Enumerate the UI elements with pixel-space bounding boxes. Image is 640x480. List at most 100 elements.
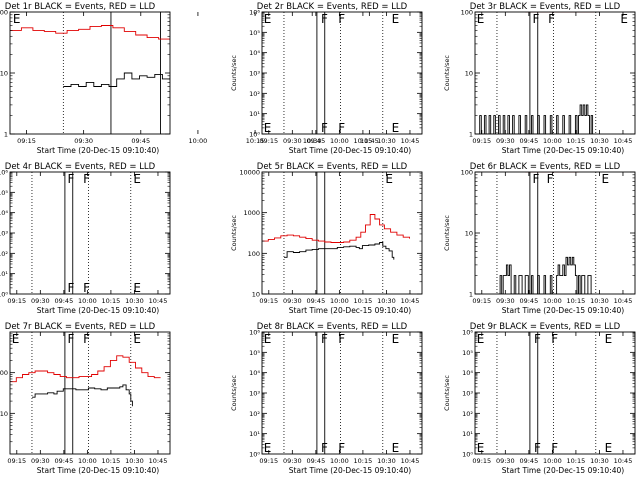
y-axis-label: Counts/sec — [443, 375, 451, 411]
marker-f-label: F — [532, 12, 539, 26]
y-tick-label: 10³ — [249, 70, 260, 78]
x-tick-label: 10:00 — [330, 297, 349, 305]
x-tick-label: 10:45 — [614, 297, 633, 305]
y-tick-label: 10⁴ — [462, 369, 473, 377]
panel-data-layer: F F EF F E — [31, 172, 141, 295]
panel-title: Det 8r BLACK = Events, RED = LLD — [257, 322, 408, 332]
chart-panel-6: Det 6r BLACK = Events, RED = LLD Counts/s… — [443, 162, 636, 315]
y-axis-label: Counts/sec — [230, 375, 238, 411]
y-tick-label: 10³ — [462, 390, 473, 398]
y-tick-label: 100 — [248, 250, 260, 258]
plot-frame — [474, 331, 636, 455]
marker-e-label: E — [13, 12, 21, 26]
x-tick-label: 10:15 — [354, 457, 373, 465]
y-tick-label: 1 — [469, 131, 473, 139]
x-tick-label: 10:15 — [567, 297, 586, 305]
y-tick-label: 100 — [0, 369, 8, 377]
x-tick-label: 10:00 — [543, 137, 562, 145]
y-tick-label: 10⁶ — [0, 169, 8, 177]
marker-f-label-bottom: F — [551, 441, 558, 455]
x-tick-label: 09:45 — [131, 137, 150, 145]
x-tick-label: 10:30 — [125, 297, 144, 305]
x-tick-label: 10:45 — [149, 297, 168, 305]
y-axis-label: Counts/sec — [443, 55, 451, 91]
marker-e-label: E — [392, 12, 400, 26]
chart-panel-9: Det 9r BLACK = Events, RED = LLD Counts/s… — [443, 322, 636, 475]
marker-f-label: F — [534, 332, 541, 346]
marker-e-label: E — [264, 12, 272, 26]
x-tick-label: 10:00 — [78, 457, 97, 465]
panel-data-layer: E F F EE F F E — [264, 332, 399, 455]
x-tick-label: 09:45 — [306, 457, 325, 465]
marker-f-label: F — [321, 332, 328, 346]
panel-title: Det 1r BLACK = Events, RED = LLD — [5, 2, 156, 12]
x-tick-label: 10:00 — [189, 137, 208, 145]
x-tick-label: 10:30 — [303, 137, 322, 145]
y-tick-label: 10000 — [239, 169, 260, 177]
x-tick-label: 10:30 — [377, 457, 396, 465]
x-axis-label: Start Time (20-Dec-15 09:10:40) — [37, 306, 159, 315]
chart-panel-1: Det 1r BLACK = Events, RED = LLD Counts/s… — [0, 2, 379, 155]
marker-f-label: F — [547, 172, 554, 186]
y-tick-label: 10⁰ — [249, 131, 260, 139]
events-series-line — [32, 384, 133, 407]
y-axis-label: Counts/sec — [230, 55, 238, 91]
x-tick-label: 10:15 — [246, 137, 265, 145]
y-tick-label: 10⁴ — [0, 209, 8, 217]
marker-f-label-bottom: F — [67, 281, 74, 295]
marker-e-label: E — [12, 332, 20, 346]
events-series-line — [497, 256, 592, 294]
x-tick-label: 09:30 — [496, 137, 515, 145]
marker-f-label-bottom: F — [338, 441, 345, 455]
y-tick-label: 10⁵ — [0, 189, 8, 197]
x-tick-label: 10:30 — [125, 457, 144, 465]
marker-f-label-bottom: F — [338, 121, 345, 135]
events-series-line — [284, 242, 395, 260]
y-tick-label: 10¹ — [0, 270, 8, 278]
panel-title: Det 3r BLACK = Events, RED = LLD — [470, 2, 621, 12]
x-tick-label: 09:30 — [496, 457, 515, 465]
events-series-line — [475, 104, 594, 134]
x-axis-label: Start Time (20-Dec-15 09:10:40) — [289, 306, 411, 315]
x-tick-label: 10:45 — [401, 457, 420, 465]
marker-e-label: E — [264, 332, 272, 346]
x-tick-label: 09:15 — [259, 297, 278, 305]
marker-e-label: E — [133, 332, 141, 346]
marker-f-label: F — [532, 172, 539, 186]
x-tick-label: 09:15 — [7, 457, 26, 465]
x-axis-label: Start Time (20-Dec-15 09:10:40) — [502, 146, 624, 155]
lld-series-line — [10, 355, 161, 383]
y-tick-label: 10⁰ — [249, 451, 260, 459]
x-tick-label: 10:00 — [543, 297, 562, 305]
y-tick-label: 100 — [461, 169, 473, 177]
x-tick-label: 10:15 — [102, 457, 121, 465]
y-tick-label: 10 — [0, 410, 8, 418]
y-tick-label: 10⁶ — [462, 329, 473, 337]
y-tick-label: 10⁰ — [0, 291, 8, 299]
plot-frame — [9, 331, 171, 455]
marker-e-label: E — [133, 172, 141, 186]
y-axis-label: Counts/sec — [443, 215, 451, 251]
y-tick-label: 10⁵ — [249, 349, 260, 357]
panel-title: Det 4r BLACK = Events, RED = LLD — [5, 162, 156, 172]
y-tick-label: 1 — [4, 131, 8, 139]
lld-series-line — [262, 214, 410, 243]
plot-frame — [474, 171, 636, 295]
y-tick-label: 10² — [462, 410, 473, 418]
panel-title: Det 7r BLACK = Events, RED = LLD — [5, 322, 156, 332]
y-tick-label: 1 — [469, 291, 473, 299]
chart-panel-4: Det 4r BLACK = Events, RED = LLDCounts/s… — [0, 162, 171, 315]
panel-data-layer: E F F EE F F E — [477, 332, 612, 455]
lld-series-line — [10, 25, 170, 41]
marker-e-label-bottom: E — [264, 121, 272, 135]
x-tick-label: 09:30 — [31, 457, 50, 465]
panel-data-layer: E — [262, 172, 410, 294]
marker-f-label: F — [67, 332, 74, 346]
plot-frame — [261, 331, 423, 455]
chart-panel-7: Det 7r BLACK = Events, RED = LLDCounts/s… — [0, 322, 171, 475]
y-tick-label: 10⁵ — [462, 349, 473, 357]
y-tick-label: 10⁴ — [249, 49, 260, 57]
